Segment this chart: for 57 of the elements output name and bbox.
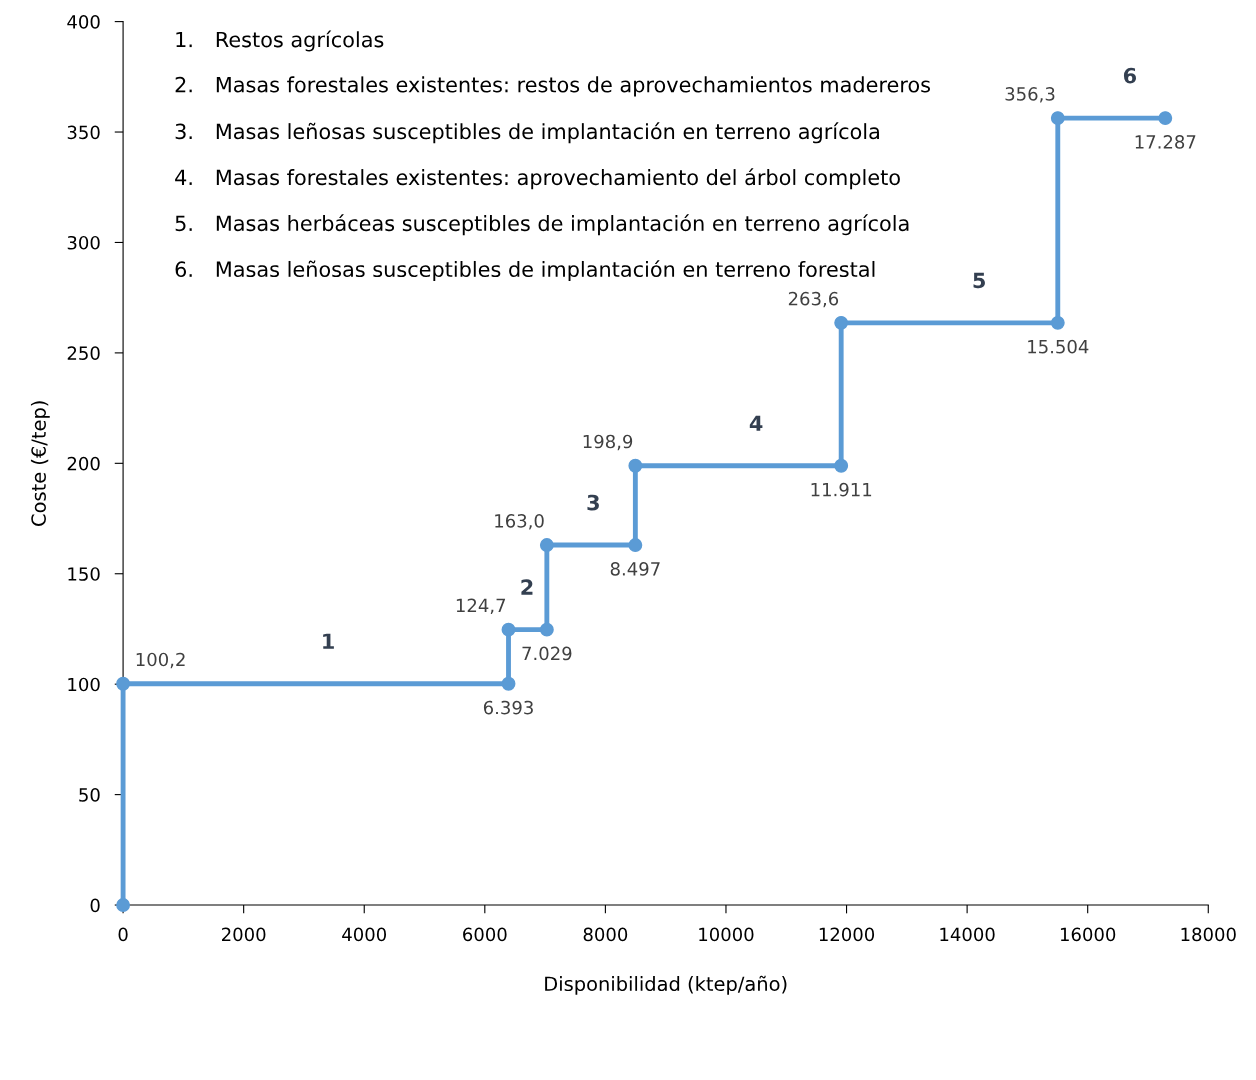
point bbox=[1158, 111, 1173, 126]
point bbox=[1050, 111, 1065, 126]
point bbox=[116, 676, 131, 691]
data-label: 198,9 bbox=[583, 434, 633, 451]
x-tick-label: 4000 bbox=[342, 927, 387, 942]
annotation: 17.287 bbox=[1135, 135, 1196, 149]
annotation: 1 bbox=[323, 633, 334, 649]
point bbox=[501, 622, 516, 637]
annotation: 8.497 bbox=[610, 562, 660, 576]
annotation: 4 bbox=[749, 415, 763, 431]
x-tick-label: 10000 bbox=[699, 927, 754, 942]
y-tick-label: 300 bbox=[67, 235, 100, 250]
annotation: 4. Masas forestales existentes: aprovechamiento del árbol completo bbox=[175, 168, 900, 190]
data-label: 263,6 bbox=[788, 291, 839, 308]
point bbox=[628, 538, 643, 552]
point bbox=[539, 622, 554, 637]
point bbox=[501, 676, 516, 691]
x-tick-label: 18000 bbox=[1181, 927, 1236, 942]
point bbox=[1050, 315, 1065, 330]
y-tick-label: 150 bbox=[68, 567, 100, 581]
y-tick-label: 250 bbox=[67, 346, 100, 361]
y-tick-label: 0 bbox=[90, 898, 100, 913]
point bbox=[628, 458, 643, 473]
annotation: 6.393 bbox=[483, 700, 533, 715]
point bbox=[834, 458, 849, 473]
annotation: 3. Masas leñosas susceptibles de implantación en terreno agrícola bbox=[175, 122, 879, 144]
point bbox=[834, 315, 849, 330]
x-tick-label: 12000 bbox=[819, 927, 875, 942]
y-tick-label: 400 bbox=[67, 15, 100, 29]
data-label: 100,2 bbox=[136, 652, 185, 669]
annotation: 2 bbox=[521, 579, 533, 595]
annotation: 5 bbox=[973, 272, 985, 289]
data-label: 124,7 bbox=[456, 598, 506, 615]
annotation: 6 bbox=[1123, 67, 1137, 84]
x-tick-label: 2000 bbox=[222, 927, 266, 942]
x-tick-label: 14000 bbox=[940, 927, 995, 942]
annotation: 11.911 bbox=[811, 482, 872, 497]
x-tick-label: 6000 bbox=[463, 927, 507, 942]
annotation: 6. Masas leñosas susceptibles de implantación en terreno forestal bbox=[175, 260, 875, 282]
y-tick-label: 100 bbox=[68, 677, 100, 692]
x-tick-label: 0 bbox=[118, 927, 128, 942]
y-tick-label: 50 bbox=[79, 788, 100, 802]
annotation: 2. Masas forestales existentes: restos de aprovechamientos madereros bbox=[175, 76, 931, 97]
data-label: 356,3 bbox=[1005, 87, 1055, 103]
y-axis-title: Coste (€/tep) bbox=[30, 401, 50, 526]
point bbox=[539, 538, 554, 552]
data-label: 163,0 bbox=[495, 513, 544, 530]
annotation: 3 bbox=[587, 494, 599, 511]
x-tick-label: 8000 bbox=[583, 927, 628, 942]
x-tick-label: 16000 bbox=[1060, 927, 1116, 942]
y-tick-label: 350 bbox=[67, 125, 100, 140]
x-axis-title: Disponibilidad (ktep/año) bbox=[545, 975, 787, 995]
annotation: 7.029 bbox=[522, 646, 572, 661]
annotation: 5. Masas herbáceas susceptibles de implantación en terreno agrícola bbox=[175, 214, 909, 236]
y-tick-label: 200 bbox=[67, 456, 100, 471]
annotation: 1. Restos agrícolas bbox=[176, 30, 384, 52]
annotation: 15.504 bbox=[1028, 339, 1089, 354]
